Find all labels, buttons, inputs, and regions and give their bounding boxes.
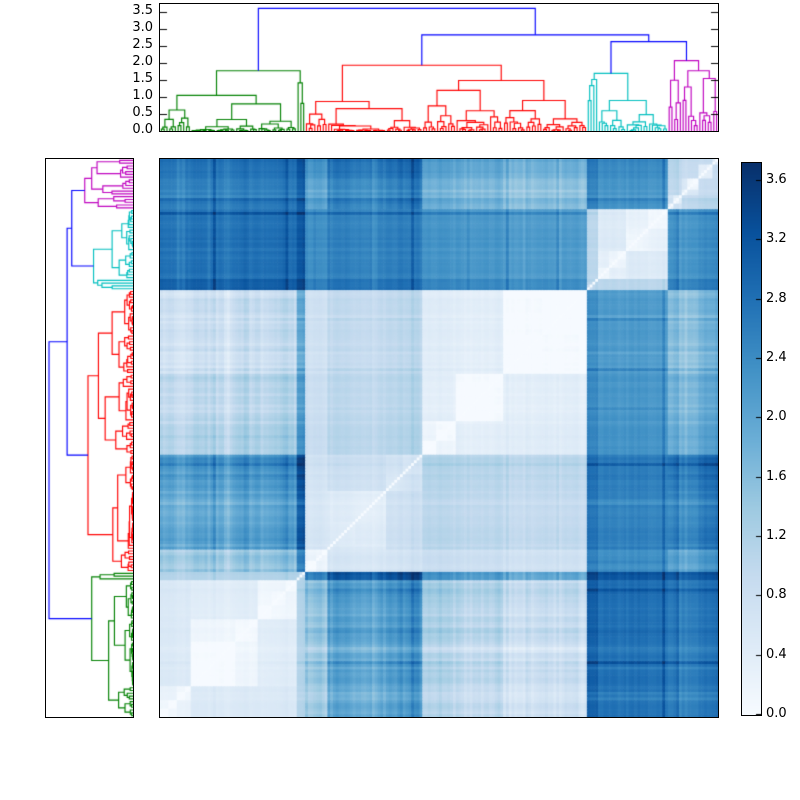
colorbar-tick-label: 1.2 xyxy=(766,527,787,543)
dendrogram-axis-tick-label: 1.0 xyxy=(132,88,153,104)
row-dendrogram xyxy=(46,159,133,717)
colorbar-tick-label: 3.6 xyxy=(766,171,787,187)
colorbar-tick-label: 0.8 xyxy=(766,587,787,603)
dendrogram-axis-tick-label: 2.0 xyxy=(132,54,153,70)
dendrogram-axis-tick-label: 0.0 xyxy=(132,122,153,137)
colorbar-tick-label: 0.0 xyxy=(766,706,787,721)
colorbar-panel xyxy=(741,162,762,716)
colorbar xyxy=(742,163,761,715)
dendrogram-axis-tick-label: 3.5 xyxy=(132,3,153,19)
colorbar-tick-label: 2.0 xyxy=(766,409,787,425)
column-dendrogram-panel xyxy=(159,3,719,132)
dendrogram-axis-tick-label: 2.5 xyxy=(132,37,153,53)
row-dendrogram-panel xyxy=(45,158,134,718)
dendrogram-axis-tick-label: 0.5 xyxy=(132,105,153,121)
colorbar-tick-label: 1.6 xyxy=(766,468,787,484)
colorbar-tick-label: 0.4 xyxy=(766,646,787,662)
dendrogram-axis-tick-label: 3.0 xyxy=(132,20,153,36)
distance-heatmap-panel xyxy=(159,158,719,718)
column-dendrogram xyxy=(160,4,718,131)
dendrogram-axis-tick-label: 1.5 xyxy=(132,71,153,87)
colorbar-tick-label: 2.8 xyxy=(766,290,787,306)
colorbar-tick-label: 2.4 xyxy=(766,349,787,365)
distance-heatmap xyxy=(160,159,718,717)
colorbar-tick-label: 3.2 xyxy=(766,231,787,247)
